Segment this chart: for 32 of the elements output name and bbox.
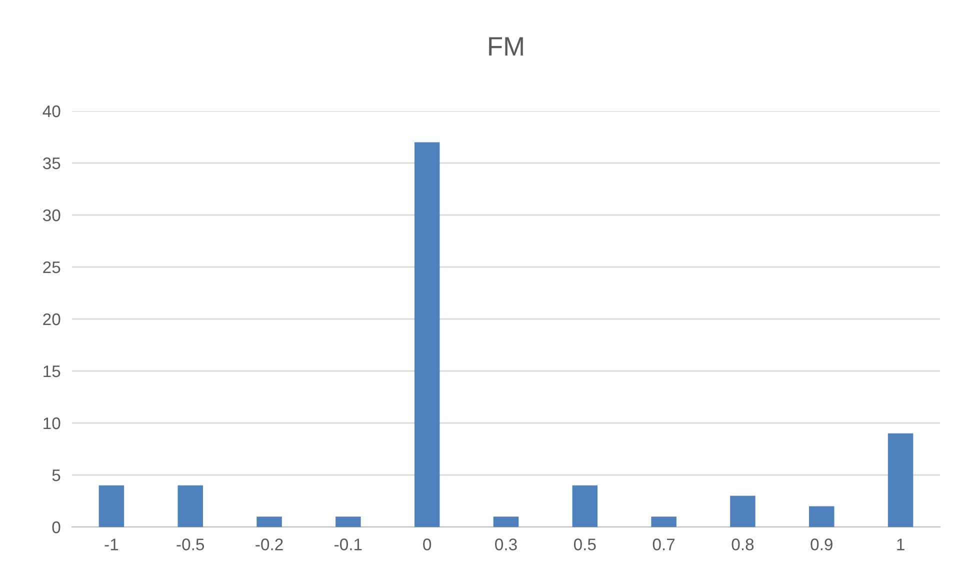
x-tick-label: -0.5 [176,538,204,550]
bar [256,516,282,527]
y-tick-label: 0 [52,521,60,534]
bar [888,433,914,527]
y-tick-label: 15 [44,366,60,378]
chart-title: FM [489,37,523,56]
bar [414,142,440,527]
bar [98,485,124,527]
x-tick-label: 0.3 [495,538,517,550]
y-tick-label: 20 [43,313,60,326]
y-tick-label: 25 [43,261,60,274]
x-tick-label: 0.7 [652,538,675,550]
x-tick-label: 0 [423,538,432,550]
bar [651,516,676,527]
y-tick-label: 40 [42,105,60,118]
y-tick-label: 5 [52,470,60,482]
bar [730,496,756,527]
x-tick-label: 0.5 [574,538,596,550]
x-tick-label: -0.2 [256,538,283,550]
bar [572,485,598,527]
bar [809,506,834,527]
x-tick-label: -1 [104,538,118,550]
x-tick-label: -0.1 [334,538,362,550]
y-tick-label: 10 [44,417,60,430]
x-tick-label: 0.8 [732,538,754,550]
y-tick-label: 35 [42,157,60,170]
bar [178,485,203,527]
x-tick-label: 1 [897,538,904,550]
y-tick-label: 30 [42,209,60,222]
x-tick-label: 0.9 [810,538,832,550]
bar [336,516,361,527]
bar [493,516,519,527]
